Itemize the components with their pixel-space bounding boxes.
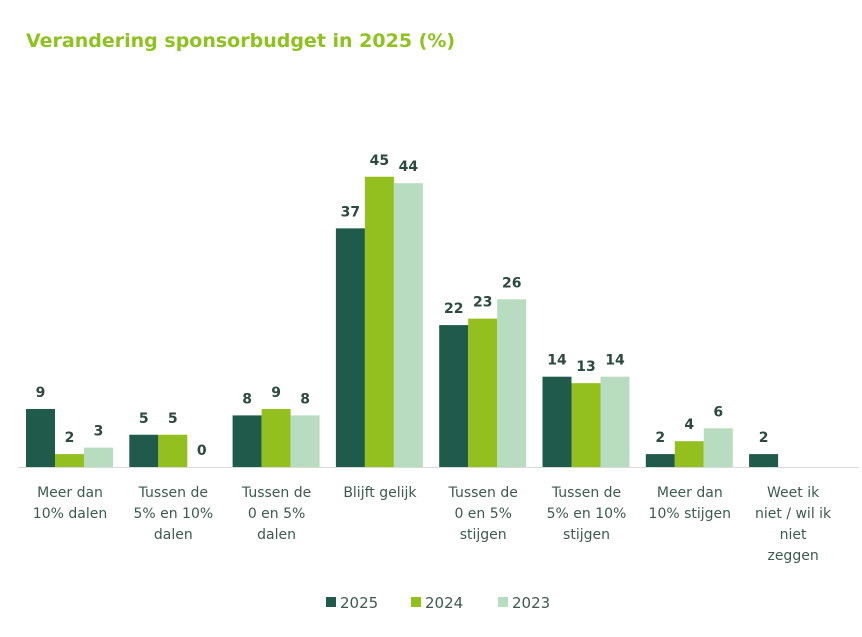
category-label: 0 en 5% (248, 506, 306, 522)
bar-2024 (468, 318, 498, 467)
data-label-2023: 14 (605, 353, 625, 369)
data-label-2025: 37 (341, 204, 360, 220)
data-label-2025: 14 (547, 353, 567, 369)
data-label-2025: 8 (242, 391, 252, 407)
legend-swatch-2025 (326, 597, 336, 607)
category-label: Tussen de (138, 485, 208, 501)
bar-2024 (55, 454, 84, 467)
legend-swatch-2023 (498, 597, 508, 607)
data-label-2025: 2 (759, 430, 769, 446)
category-label: Blijft gelijk (343, 485, 417, 501)
category-label: Tussen de (241, 485, 311, 501)
bar-2025 (749, 454, 779, 467)
data-label-2024: 9 (271, 385, 281, 401)
data-label-2023: 6 (713, 404, 723, 420)
category-label: Meer dan (657, 485, 723, 501)
bar-2025 (26, 408, 55, 467)
bar-2025 (335, 228, 365, 467)
data-label-2023: 26 (502, 275, 521, 291)
category-label: dalen (154, 527, 193, 543)
bar-2023 (703, 428, 733, 467)
legend-label-2025: 2025 (340, 594, 378, 612)
legend-label-2023: 2023 (512, 594, 550, 612)
category-label: stijgen (563, 527, 610, 543)
bar-2025 (645, 454, 675, 467)
data-label-2024: 2 (65, 430, 75, 446)
category-label: niet (780, 527, 807, 543)
category-label: zeggen (767, 548, 818, 564)
bar-2023 (600, 376, 630, 467)
data-label-2023: 44 (399, 159, 419, 175)
bar-2023 (393, 183, 423, 467)
bar-2023 (84, 447, 113, 467)
category-label: Weet ik (767, 485, 820, 501)
category-label: stijgen (460, 527, 507, 543)
category-label: 5% en 10% (547, 506, 627, 522)
bar-2024 (261, 408, 291, 467)
bar-2025 (439, 325, 469, 467)
legend-swatch-2024 (411, 597, 421, 607)
bar-2024 (364, 176, 394, 467)
category-label: Tussen de (448, 485, 518, 501)
data-label-2025: 2 (655, 430, 665, 446)
bar-2024 (674, 441, 704, 467)
category-label: Meer dan (37, 485, 103, 501)
data-label-2025: 9 (36, 385, 46, 401)
data-label-2023: 3 (94, 424, 104, 440)
bar-2024 (571, 383, 601, 467)
data-label-2025: 5 (139, 411, 149, 427)
bar-2025 (232, 415, 262, 467)
category-label: niet / wil ik (755, 506, 832, 522)
bar-2025 (129, 434, 159, 467)
bar-2023 (497, 299, 527, 467)
chart-title: Verandering sponsorbudget in 2025 (%) (26, 30, 456, 52)
bar-2025 (542, 376, 572, 467)
category-label: 10% dalen (33, 506, 107, 522)
data-label-2025: 22 (444, 301, 463, 317)
data-label-2024: 5 (168, 411, 178, 427)
category-label: dalen (257, 527, 296, 543)
bar-2023 (290, 415, 320, 467)
data-label-2024: 23 (473, 295, 492, 311)
data-label-2024: 4 (684, 417, 694, 433)
data-label-2023: 8 (300, 391, 310, 407)
category-label: 0 en 5% (454, 506, 512, 522)
legend-label-2024: 2024 (425, 594, 463, 612)
bar-2024 (158, 434, 188, 467)
category-label: 5% en 10% (133, 506, 213, 522)
data-label-2023: 0 (197, 443, 207, 459)
category-label: Tussen de (551, 485, 621, 501)
category-label: 10% stijgen (649, 506, 732, 522)
data-label-2024: 45 (370, 153, 389, 169)
data-label-2024: 13 (576, 359, 595, 375)
